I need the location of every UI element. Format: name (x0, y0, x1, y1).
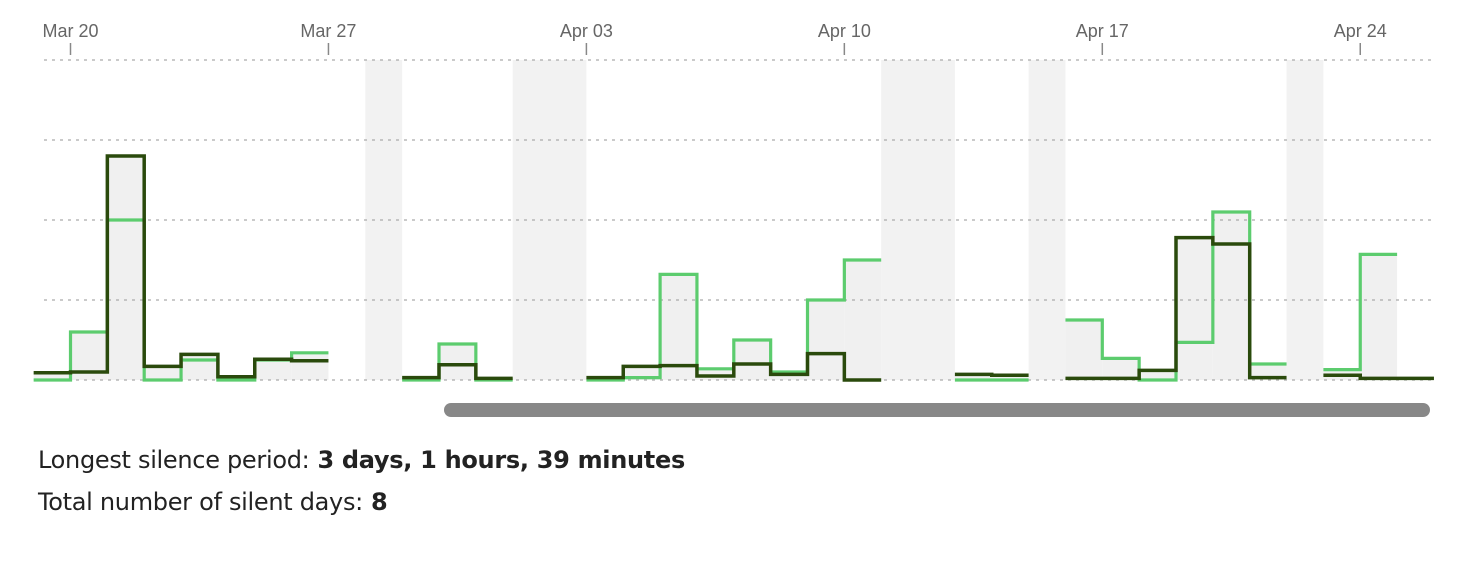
day-fill-4-3 (1176, 237, 1213, 380)
dark-series-step-0 (33, 154, 329, 379)
longest-silence-stat: Longest silence period: 3 days, 1 hours, … (38, 446, 685, 474)
day-fill-3-0 (954, 374, 1029, 380)
light-series-step-2 (586, 258, 882, 382)
day-fill-2-4 (733, 340, 771, 380)
silence-chart: Mar 20 Mar 27 Apr 03 Apr 10 Apr 17 Apr 24 (33, 21, 1435, 417)
day-fill-bars (33, 156, 1398, 380)
day-fill-0-0 (33, 372, 71, 380)
day-fill-4-0 (1065, 320, 1103, 380)
day-fill-0-4 (181, 354, 218, 380)
day-fill-0-7 (291, 352, 329, 380)
silent-days-label: Total number of silent days: (38, 488, 363, 516)
day-fill-2-2 (660, 274, 697, 380)
day-fill-2-6 (807, 300, 845, 380)
horizontal-scrollbar[interactable] (444, 403, 1430, 417)
day-fill-0-6 (254, 359, 292, 380)
day-fill-0-3 (144, 366, 182, 380)
day-fill-1-1 (439, 344, 476, 380)
dark-series-step-5 (1323, 373, 1434, 381)
longest-silence-label: Longest silence period: (38, 446, 310, 474)
dark-series-step-2 (586, 351, 882, 382)
light-series-step-5 (1323, 252, 1398, 372)
silent-band-3 (1028, 60, 1066, 380)
x-tick-label-4: Apr 17 (1076, 21, 1129, 41)
x-tick-label-3: Apr 10 (818, 21, 871, 41)
x-tick-label-2: Apr 03 (560, 21, 613, 41)
x-tick-label-0: Mar 20 (42, 21, 98, 41)
x-tick-label-1: Mar 27 (300, 21, 356, 41)
day-fill-5-1 (1360, 254, 1398, 380)
x-axis: Mar 20 Mar 27 Apr 03 Apr 10 Apr 17 Apr 24 (42, 21, 1387, 55)
day-fill-4-1 (1102, 358, 1140, 380)
silent-days-stat: Total number of silent days: 8 (38, 488, 388, 516)
day-fill-2-7 (844, 260, 882, 380)
dark-series-step-4 (1065, 235, 1287, 381)
dark-series-step-1 (402, 363, 513, 381)
day-fill-4-4 (1212, 212, 1250, 380)
silent-days-value: 8 (370, 488, 388, 516)
longest-silence-value: 3 days, 1 hours, 39 minutes (317, 446, 685, 474)
dark-series-step-3 (954, 372, 1029, 377)
day-fill-4-2 (1139, 370, 1176, 380)
day-fill-0-2 (107, 156, 145, 380)
series-lines (33, 154, 1434, 382)
x-tick-label-5: Apr 24 (1334, 21, 1387, 41)
